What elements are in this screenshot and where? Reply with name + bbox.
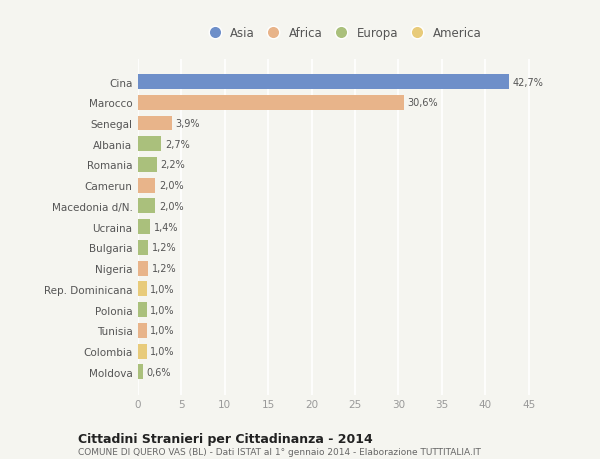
Text: 3,9%: 3,9% bbox=[175, 119, 200, 129]
Bar bbox=[138, 158, 157, 173]
Text: Cittadini Stranieri per Cittadinanza - 2014: Cittadini Stranieri per Cittadinanza - 2… bbox=[78, 432, 373, 445]
Text: 1,2%: 1,2% bbox=[152, 263, 176, 274]
Text: 1,2%: 1,2% bbox=[152, 243, 176, 253]
Legend: Asia, Africa, Europa, America: Asia, Africa, Europa, America bbox=[203, 27, 481, 40]
Bar bbox=[138, 302, 146, 318]
Bar bbox=[138, 282, 146, 297]
Bar bbox=[138, 241, 148, 255]
Text: 1,0%: 1,0% bbox=[150, 305, 175, 315]
Bar bbox=[138, 199, 155, 214]
Bar bbox=[138, 344, 146, 359]
Bar bbox=[138, 137, 161, 152]
Bar bbox=[138, 116, 172, 131]
Text: 2,0%: 2,0% bbox=[159, 202, 184, 212]
Bar bbox=[138, 323, 146, 338]
Text: 1,0%: 1,0% bbox=[150, 326, 175, 336]
Bar bbox=[138, 179, 155, 193]
Text: 2,7%: 2,7% bbox=[165, 140, 190, 150]
Text: 2,2%: 2,2% bbox=[161, 160, 185, 170]
Text: 42,7%: 42,7% bbox=[512, 78, 543, 87]
Text: 1,0%: 1,0% bbox=[150, 284, 175, 294]
Text: 30,6%: 30,6% bbox=[407, 98, 438, 108]
Bar bbox=[138, 220, 150, 235]
Bar bbox=[138, 95, 404, 111]
Text: COMUNE DI QUERO VAS (BL) - Dati ISTAT al 1° gennaio 2014 - Elaborazione TUTTITAL: COMUNE DI QUERO VAS (BL) - Dati ISTAT al… bbox=[78, 448, 481, 457]
Text: 1,4%: 1,4% bbox=[154, 222, 178, 232]
Bar bbox=[138, 75, 509, 90]
Text: 1,0%: 1,0% bbox=[150, 347, 175, 356]
Bar bbox=[138, 261, 148, 276]
Text: 0,6%: 0,6% bbox=[146, 367, 171, 377]
Text: 2,0%: 2,0% bbox=[159, 181, 184, 191]
Bar bbox=[138, 364, 143, 380]
